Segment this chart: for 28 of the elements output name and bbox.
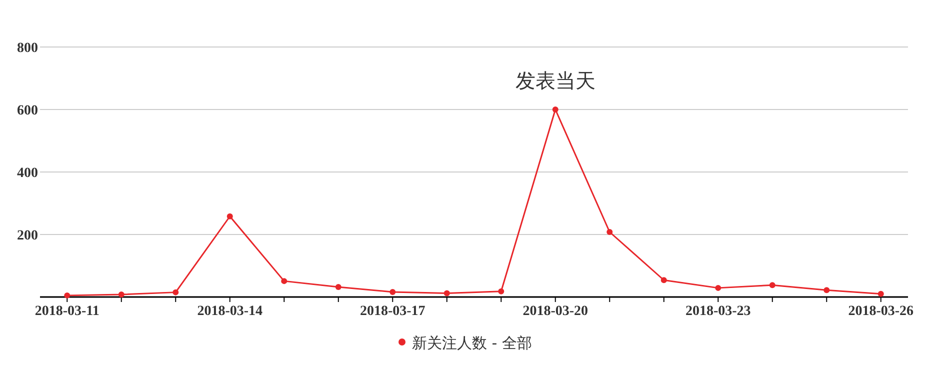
legend-label: 新关注人数 - 全部 bbox=[412, 334, 532, 352]
point bbox=[660, 277, 667, 284]
point bbox=[606, 229, 613, 235]
point bbox=[715, 284, 722, 291]
x-tick-label: 2018-03-23 bbox=[685, 304, 751, 319]
point bbox=[335, 284, 342, 290]
y-tick-label: 800 bbox=[17, 41, 38, 56]
y-tick-label: 600 bbox=[17, 104, 38, 118]
x-tick-label: 2018-03-20 bbox=[522, 304, 588, 319]
point bbox=[64, 292, 70, 298]
point bbox=[878, 290, 884, 297]
x-tick-label: 2018-03-11 bbox=[34, 304, 100, 319]
point bbox=[281, 278, 288, 284]
point bbox=[769, 282, 776, 288]
point bbox=[552, 106, 558, 112]
point bbox=[498, 288, 504, 294]
point bbox=[444, 290, 450, 296]
point bbox=[390, 289, 396, 295]
point bbox=[824, 287, 830, 294]
x-tick-label: 2018-03-26 bbox=[848, 304, 914, 319]
x-tick-label: 2018-03-17 bbox=[360, 304, 426, 319]
point bbox=[226, 213, 233, 220]
annotation: 发表当天 bbox=[515, 68, 596, 92]
x-tick-label: 2018-03-14 bbox=[197, 304, 263, 319]
y-tick-label: 200 bbox=[17, 228, 38, 244]
point bbox=[172, 289, 179, 296]
point bbox=[118, 292, 124, 298]
y-tick-label: 400 bbox=[17, 166, 38, 181]
